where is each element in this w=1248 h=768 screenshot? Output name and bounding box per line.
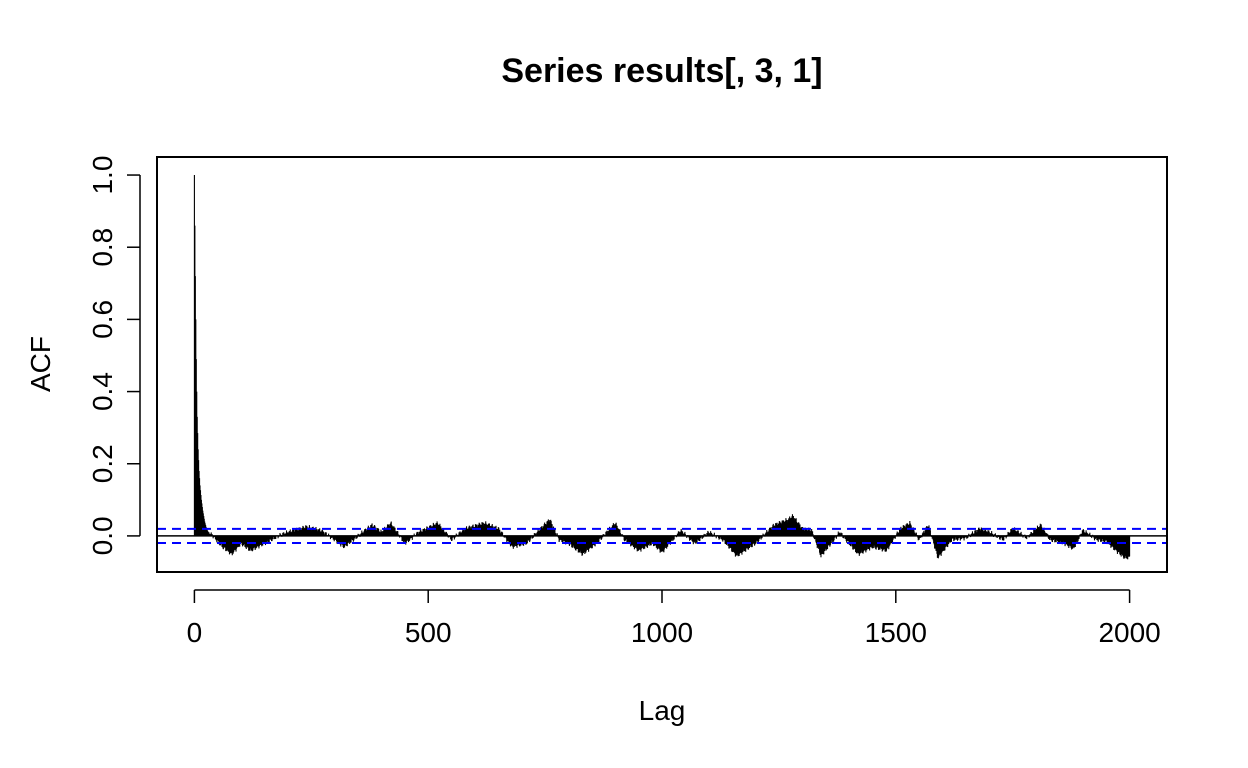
chart-title: Series results[, 3, 1] [501,52,822,90]
y-tick-label: 0.6 [87,300,118,339]
x-tick-label: 1000 [631,617,693,648]
x-axis: 0 500 1000 1500 2000 [187,589,1161,648]
x-tick-label: 500 [405,617,452,648]
y-axis-label: ACF [25,336,56,392]
x-axis-label: Lag [639,695,686,726]
y-tick-label: 0.2 [87,444,118,483]
reference-lines [157,527,1167,544]
plot-frame [156,156,1168,573]
y-tick-label: 1.0 [87,156,118,195]
x-tick-label: 0 [187,617,203,648]
y-tick-label: 0.0 [87,516,118,555]
y-tick-label: 0.4 [87,372,118,411]
y-axis: 0.0 0.2 0.4 0.6 0.8 1.0 [87,156,141,555]
x-tick-label: 2000 [1098,617,1160,648]
x-tick-label: 1500 [865,617,927,648]
y-tick-label: 0.8 [87,228,118,267]
